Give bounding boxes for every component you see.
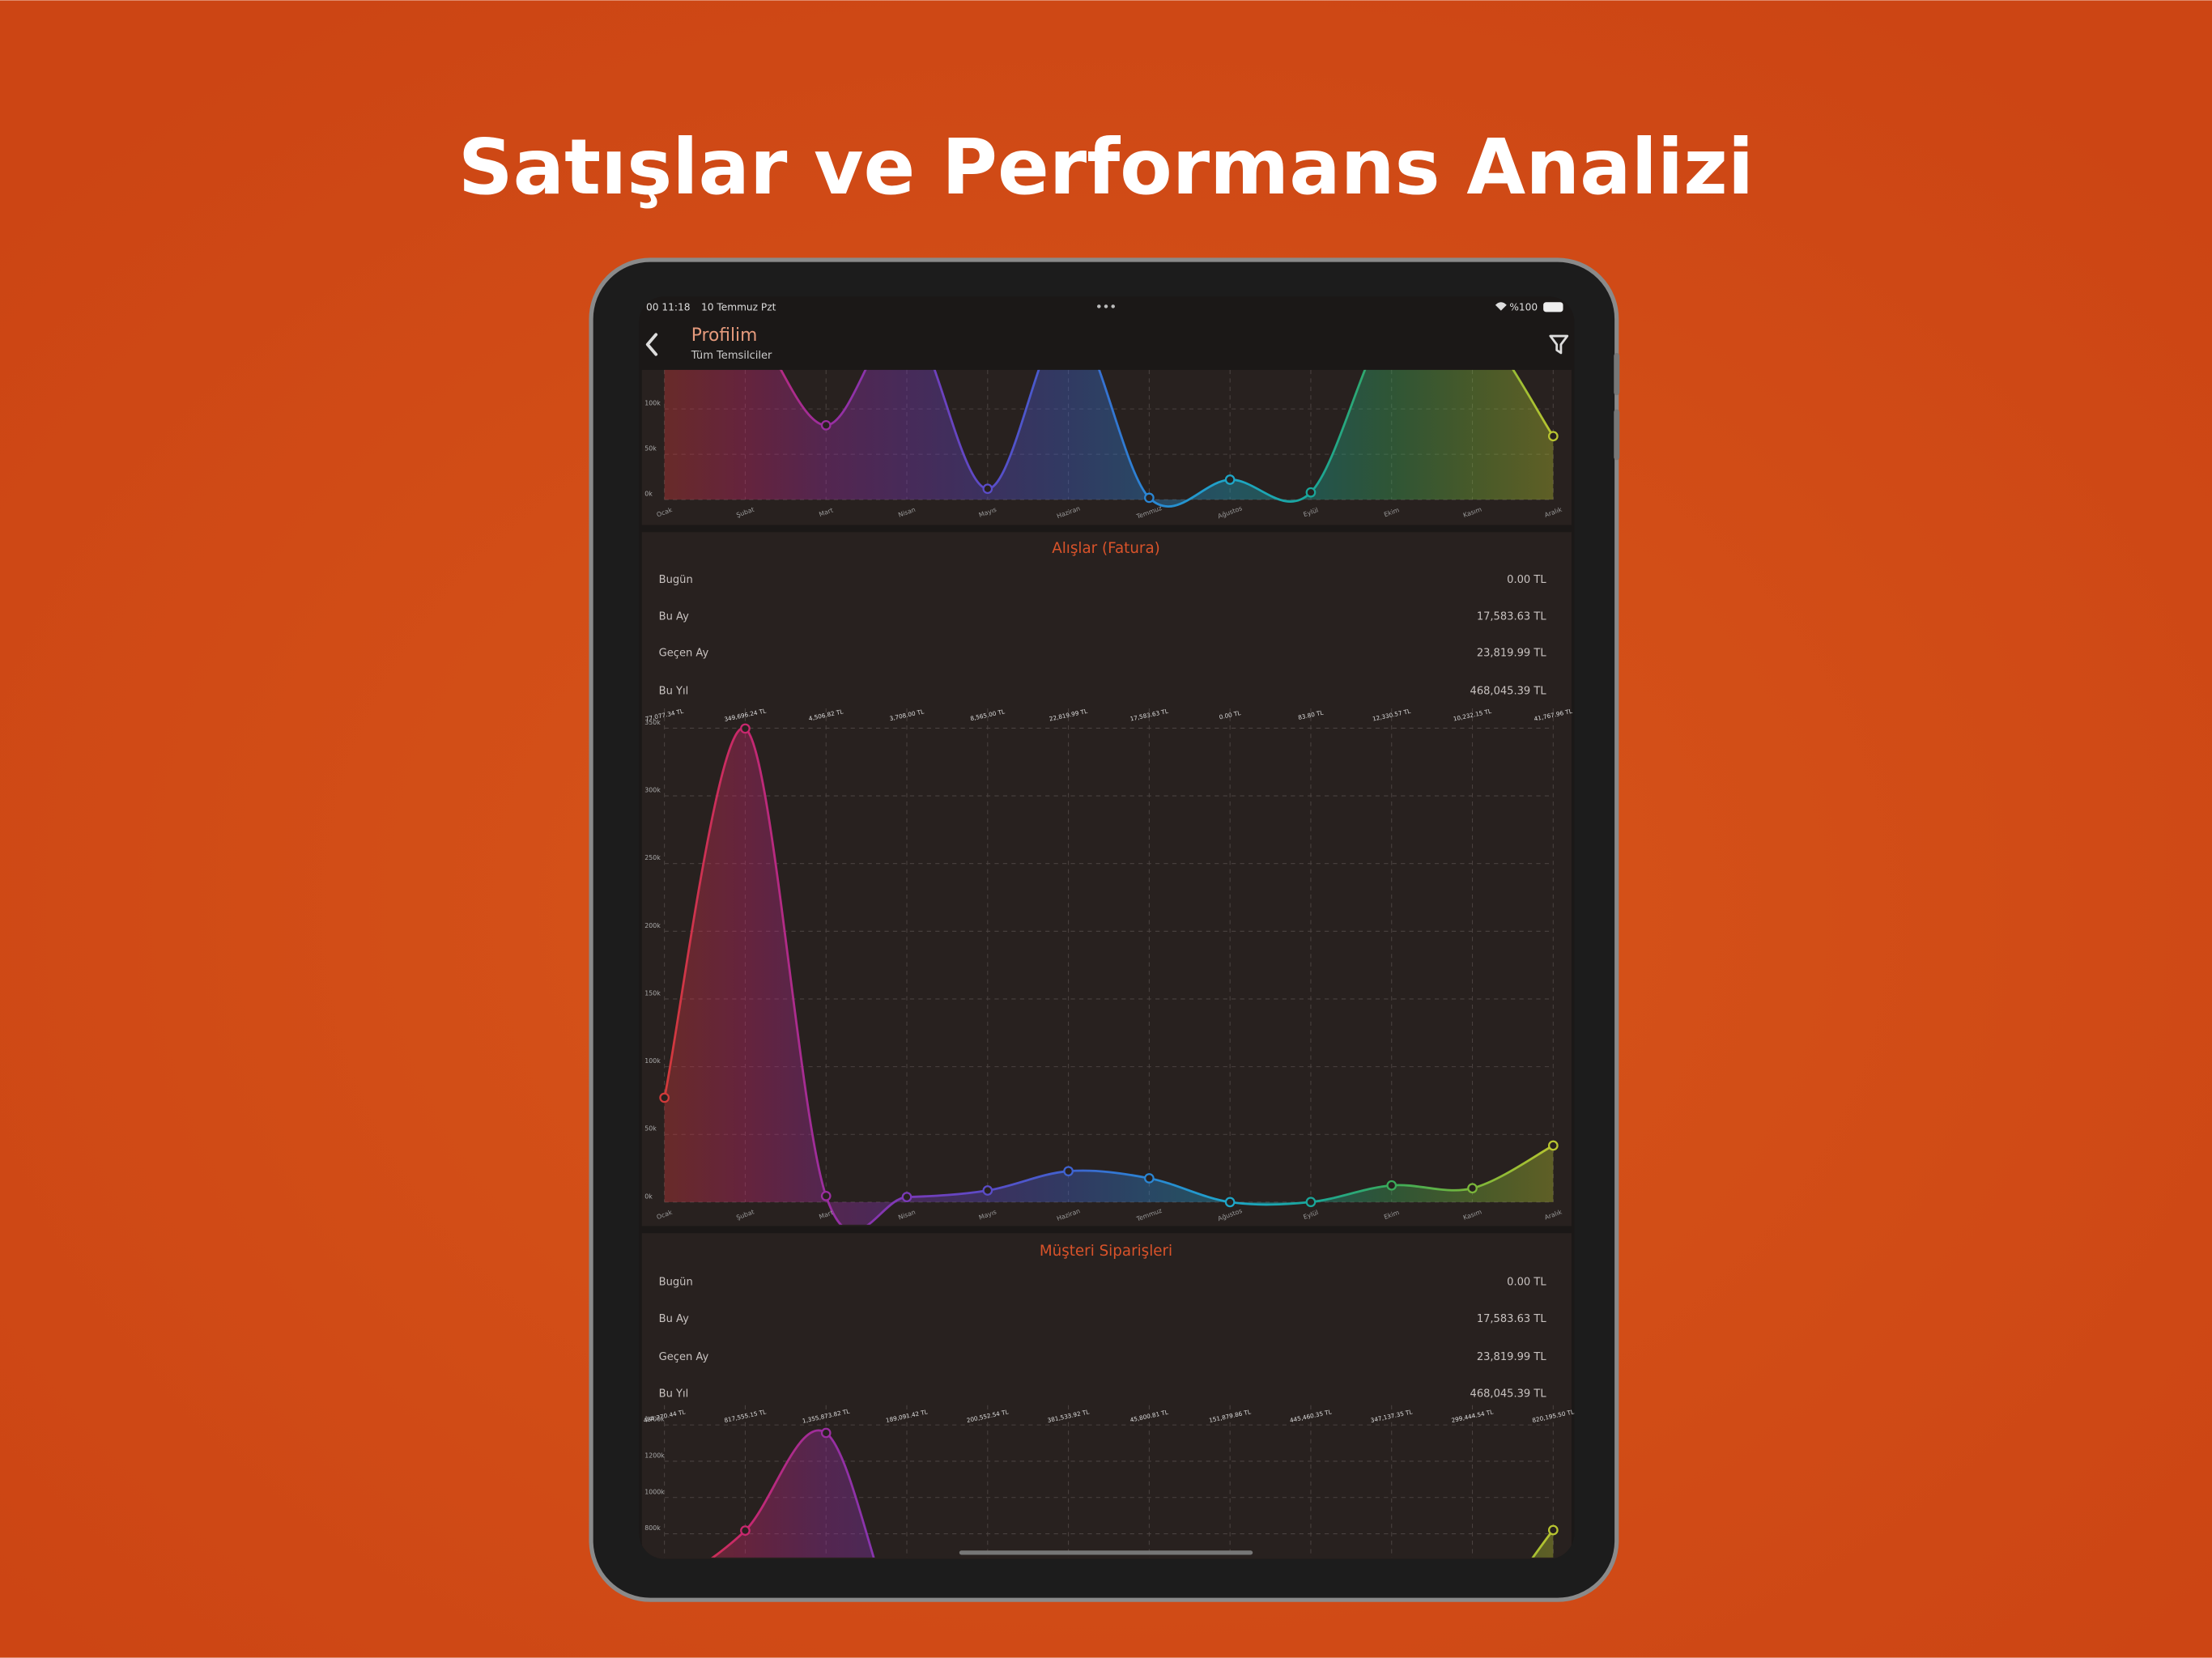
- y-tick-label: 1400k: [644, 1416, 665, 1423]
- data-point: [659, 1092, 670, 1103]
- data-point: [1547, 1524, 1559, 1536]
- chart: 0k 50k 100k 150k 200k 250k 300k 350k: [644, 705, 1559, 1225]
- page-title: Satışlar ve Performans Analizi: [458, 124, 1754, 212]
- data-point: [1305, 1197, 1317, 1208]
- data-point: [1386, 1180, 1397, 1191]
- y-tick-label: 300k: [644, 787, 661, 794]
- multitask-dots: [1097, 304, 1115, 308]
- nav-title: Profilim: [691, 325, 758, 346]
- data-point: [1144, 1173, 1155, 1184]
- data-point: [1144, 492, 1155, 504]
- data-point: [1305, 487, 1317, 498]
- stat-label: Bugün: [659, 574, 693, 586]
- stat-value: 468,045.39 TL: [1470, 686, 1547, 698]
- y-tick-label: 50k: [644, 445, 657, 453]
- stat-label: Bu Ay: [659, 610, 689, 623]
- data-point: [820, 1190, 832, 1201]
- status-battery: %100: [1509, 302, 1538, 313]
- y-tick-label: 200k: [644, 922, 661, 929]
- y-tick-label: 100k: [644, 1057, 661, 1065]
- data-point: [982, 483, 993, 495]
- stat-label: Bu Ay: [659, 1313, 689, 1325]
- y-tick-label: 1000k: [644, 1488, 665, 1495]
- data-point: [901, 1192, 912, 1203]
- nav-subtitle: Tüm Temsilciler: [691, 350, 772, 362]
- area: [664, 369, 1554, 507]
- data-point: [820, 1427, 832, 1439]
- status-time: 00 11:18: [646, 302, 691, 313]
- section-title: Alışlar (Fatura): [1052, 540, 1160, 557]
- stat-value: 468,045.39 TL: [1470, 1388, 1547, 1400]
- chart: 800k 1000k 1200k 1400k: [644, 1404, 1559, 1558]
- data-point: [1547, 431, 1559, 442]
- y-tick-label: 800k: [644, 1524, 661, 1532]
- data-point: [1547, 1140, 1559, 1151]
- y-tick-label: 50k: [644, 1125, 657, 1133]
- y-tick-label: 1200k: [644, 1452, 665, 1459]
- stat-value: 17,583.63 TL: [1477, 1313, 1547, 1325]
- line: [663, 1429, 1555, 1558]
- y-tick-label: 350k: [644, 719, 661, 726]
- data-point: [1063, 1166, 1074, 1177]
- side-button: [1614, 409, 1620, 461]
- stat-value: 23,819.99 TL: [1477, 1351, 1547, 1363]
- side-button: [1614, 352, 1620, 396]
- stat-label: Bugün: [659, 1277, 693, 1289]
- y-tick-label: 0k: [644, 1192, 653, 1200]
- wifi-icon: [1495, 302, 1507, 311]
- stat-value: 17,583.63 TL: [1477, 610, 1547, 623]
- chart: 0k 50k 100k: [644, 369, 1559, 508]
- stat-label: Bu Yıl: [659, 686, 689, 698]
- status-date: 10 Temmuz Pzt: [701, 302, 776, 313]
- data-point: [820, 419, 832, 431]
- y-tick-label: 100k: [644, 400, 661, 407]
- data-point: [1224, 1197, 1236, 1208]
- section-title: Müşteri Siparişleri: [1040, 1243, 1172, 1260]
- data-point: [740, 723, 751, 734]
- line: [663, 727, 1554, 1225]
- stat-label: Bu Yıl: [659, 1388, 689, 1400]
- stat-label: Geçen Ay: [659, 1351, 709, 1363]
- stat-value: 0.00 TL: [1507, 1277, 1546, 1289]
- stat-value: 0.00 TL: [1507, 574, 1546, 586]
- data-point: [982, 1185, 993, 1196]
- home-indicator: [959, 1550, 1253, 1555]
- y-tick-label: 150k: [644, 989, 661, 997]
- data-point: [740, 1525, 751, 1536]
- y-tick-label: 250k: [644, 854, 661, 861]
- stat-label: Geçen Ay: [659, 648, 709, 660]
- y-tick-label: 0k: [644, 491, 653, 498]
- stat-value: 23,819.99 TL: [1477, 648, 1547, 660]
- screen-content: 00 11:18 10 Temmuz Pzt %100 Profilim Tüm…: [641, 302, 1574, 1559]
- filter-button[interactable]: [1549, 334, 1569, 355]
- back-button[interactable]: [645, 333, 658, 356]
- battery-icon: [1543, 302, 1563, 312]
- data-point: [1224, 474, 1236, 485]
- area: [664, 728, 1554, 1225]
- data-point: [1467, 1183, 1478, 1194]
